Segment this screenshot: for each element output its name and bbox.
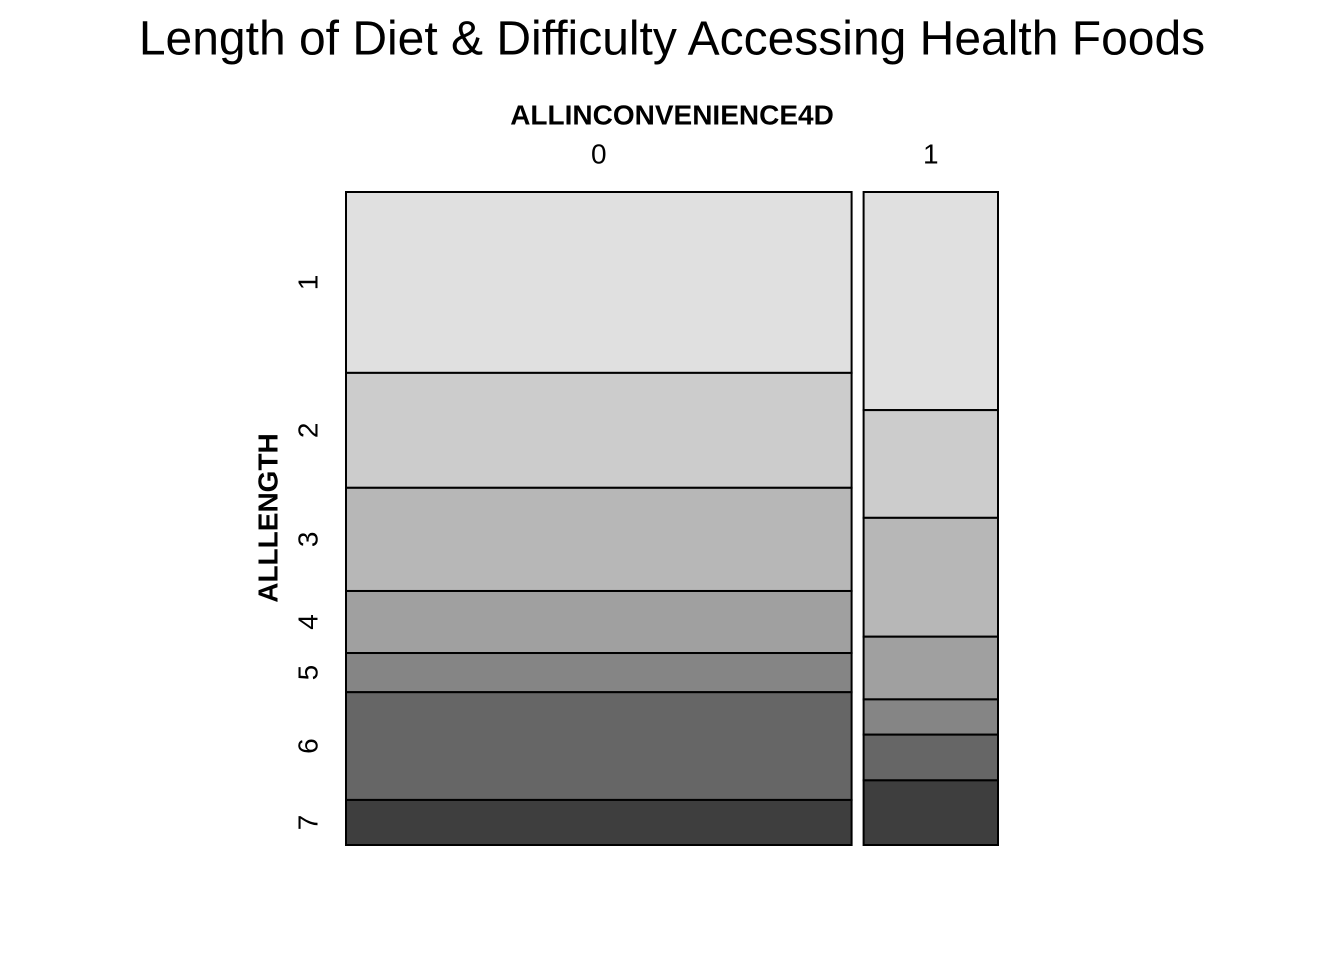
- mosaic-cell: [345, 191, 853, 374]
- x-axis-label: ALLINCONVENIENCE4D: [510, 99, 834, 130]
- mosaic-cell: [862, 779, 999, 847]
- y-tick-label: 7: [292, 815, 323, 831]
- mosaic-cell: [345, 371, 853, 489]
- y-tick-label: 6: [292, 738, 323, 754]
- mosaic-cell: [345, 691, 853, 801]
- mosaic-cell: [345, 652, 853, 694]
- mosaic-cell: [862, 698, 999, 736]
- mosaic-cell: [862, 409, 999, 519]
- mosaic-cell: [345, 486, 853, 592]
- y-tick-label: 5: [292, 665, 323, 681]
- mosaic-cell: [862, 516, 999, 638]
- y-tick-label: 4: [292, 614, 323, 630]
- mosaic-cell: [862, 733, 999, 782]
- chart-title: Length of Diet & Difficulty Accessing He…: [139, 13, 1205, 66]
- x-tick-label: 1: [923, 138, 939, 169]
- y-tick-label: 3: [292, 532, 323, 548]
- y-tick-label: 1: [292, 275, 323, 291]
- y-axis-label: ALLLENGTH: [252, 433, 283, 603]
- y-tick-label: 2: [292, 423, 323, 439]
- x-tick-label: 0: [591, 138, 607, 169]
- mosaic-cell: [345, 589, 853, 655]
- mosaic-cell: [345, 798, 853, 846]
- mosaic-cell: [862, 191, 999, 412]
- mosaic-cell: [862, 635, 999, 701]
